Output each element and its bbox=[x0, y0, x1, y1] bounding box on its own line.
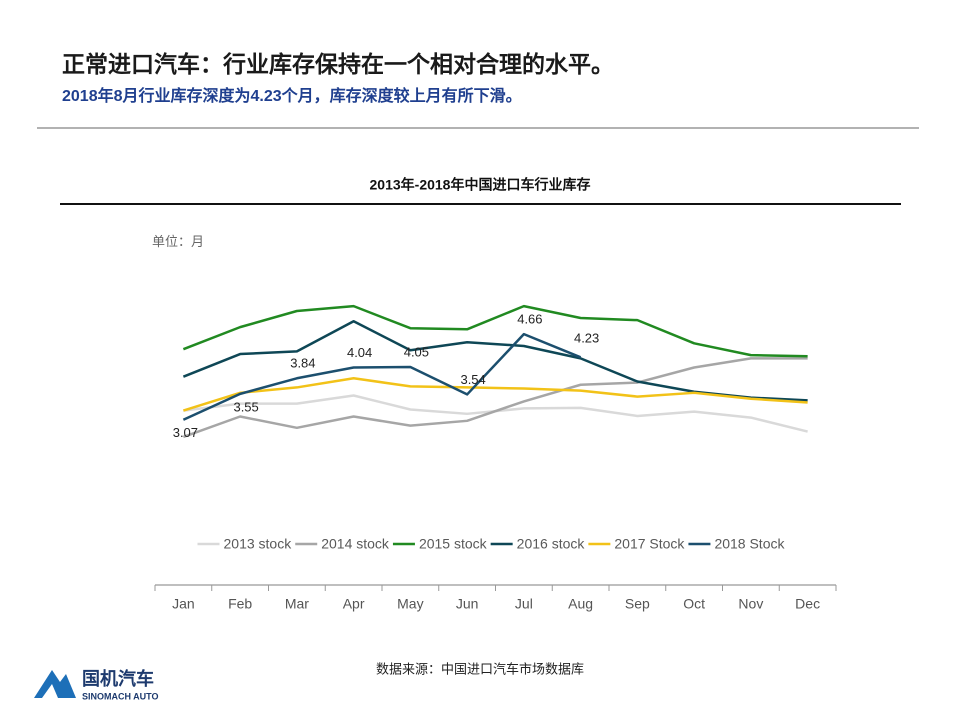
chart-title: 2013年-2018年中国进口车行业库存 bbox=[370, 177, 591, 193]
x-tick-label: Jan bbox=[172, 596, 195, 612]
series-line bbox=[183, 394, 808, 433]
x-tick-label: Sep bbox=[625, 596, 650, 612]
unit-label: 单位：月 bbox=[152, 234, 204, 249]
slide-title: 正常进口汽车：行业库存保持在一个相对合理的水平。 bbox=[62, 51, 614, 77]
x-tick-label: Jun bbox=[456, 596, 479, 612]
logo-name: 国机汽车 bbox=[82, 668, 154, 689]
slide-subtitle: 2018年8月行业库存深度为4.23个月，库存深度较上月有所下滑。 bbox=[62, 86, 522, 105]
series-line bbox=[183, 377, 808, 412]
legend-label: 2018 Stock bbox=[714, 536, 785, 552]
data-label: 4.04 bbox=[347, 345, 372, 360]
logo-sub: SINOMACH AUTO bbox=[82, 691, 159, 701]
data-label: 4.23 bbox=[574, 331, 599, 346]
data-label: 4.66 bbox=[517, 312, 542, 327]
x-tick-label: Aug bbox=[568, 596, 593, 612]
x-tick-label: Feb bbox=[228, 596, 252, 612]
series-line bbox=[182, 304, 808, 358]
data-label: 3.07 bbox=[173, 425, 198, 440]
legend-label: 2017 Stock bbox=[614, 536, 685, 552]
source: 数据来源：中国进口汽车市场数据库 bbox=[376, 661, 584, 676]
x-tick-label: Jul bbox=[515, 596, 533, 612]
series-line bbox=[182, 357, 808, 439]
x-tick-label: Dec bbox=[795, 596, 820, 612]
legend-label: 2013 stock bbox=[224, 536, 293, 552]
legend-label: 2015 stock bbox=[419, 536, 488, 552]
data-label: 3.54 bbox=[460, 372, 485, 387]
x-tick-label: Mar bbox=[285, 596, 309, 612]
data-label: 3.55 bbox=[233, 399, 258, 414]
x-tick-label: Nov bbox=[738, 596, 763, 612]
logo: 国机汽车 SINOMACH AUTO bbox=[34, 668, 159, 701]
legend-label: 2016 stock bbox=[517, 536, 586, 552]
logo-icon-cut bbox=[42, 684, 58, 698]
data-label: 3.84 bbox=[290, 356, 315, 371]
x-tick-label: Apr bbox=[343, 596, 365, 612]
x-tick-label: May bbox=[397, 596, 423, 612]
x-tick-label: Oct bbox=[683, 596, 705, 612]
legend-label: 2014 stock bbox=[321, 536, 390, 552]
logo-icon bbox=[34, 670, 76, 698]
data-label: 4.05 bbox=[404, 344, 429, 359]
series-line bbox=[182, 332, 582, 421]
